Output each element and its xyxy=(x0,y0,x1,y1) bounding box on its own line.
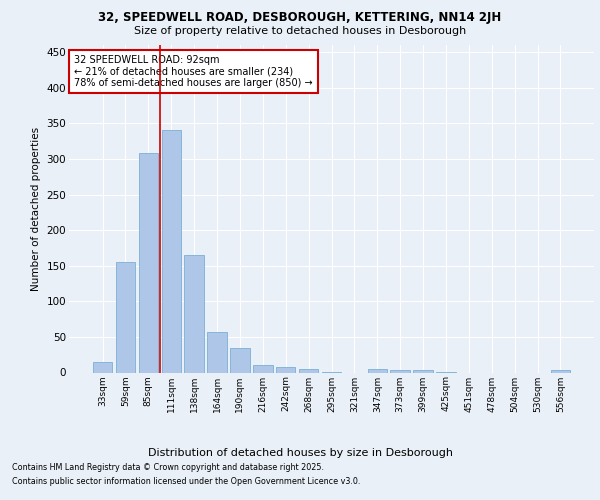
Text: Contains HM Land Registry data © Crown copyright and database right 2025.: Contains HM Land Registry data © Crown c… xyxy=(12,464,324,472)
Bar xyxy=(276,367,295,372)
Text: Distribution of detached houses by size in Desborough: Distribution of detached houses by size … xyxy=(148,448,452,458)
Bar xyxy=(116,262,135,372)
Bar xyxy=(368,369,387,372)
Bar xyxy=(391,370,410,372)
Bar xyxy=(184,255,204,372)
Y-axis label: Number of detached properties: Number of detached properties xyxy=(31,126,41,291)
Bar xyxy=(551,370,570,372)
Bar xyxy=(139,153,158,372)
Bar xyxy=(161,130,181,372)
Bar xyxy=(230,348,250,372)
Bar xyxy=(208,332,227,372)
Bar xyxy=(413,370,433,372)
Bar xyxy=(93,362,112,372)
Bar xyxy=(253,366,272,372)
Text: 32, SPEEDWELL ROAD, DESBOROUGH, KETTERING, NN14 2JH: 32, SPEEDWELL ROAD, DESBOROUGH, KETTERIN… xyxy=(98,12,502,24)
Bar xyxy=(299,369,319,372)
Text: Contains public sector information licensed under the Open Government Licence v3: Contains public sector information licen… xyxy=(12,478,361,486)
Text: 32 SPEEDWELL ROAD: 92sqm
← 21% of detached houses are smaller (234)
78% of semi-: 32 SPEEDWELL ROAD: 92sqm ← 21% of detach… xyxy=(74,55,313,88)
Text: Size of property relative to detached houses in Desborough: Size of property relative to detached ho… xyxy=(134,26,466,36)
